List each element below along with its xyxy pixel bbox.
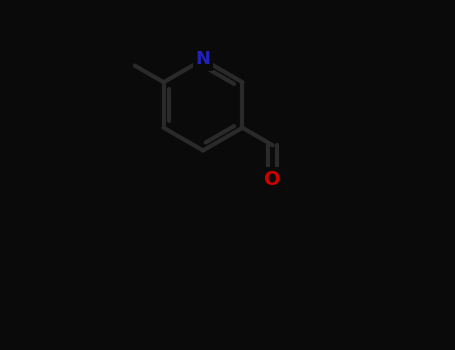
Text: O: O	[264, 170, 281, 189]
Text: N: N	[196, 50, 211, 69]
